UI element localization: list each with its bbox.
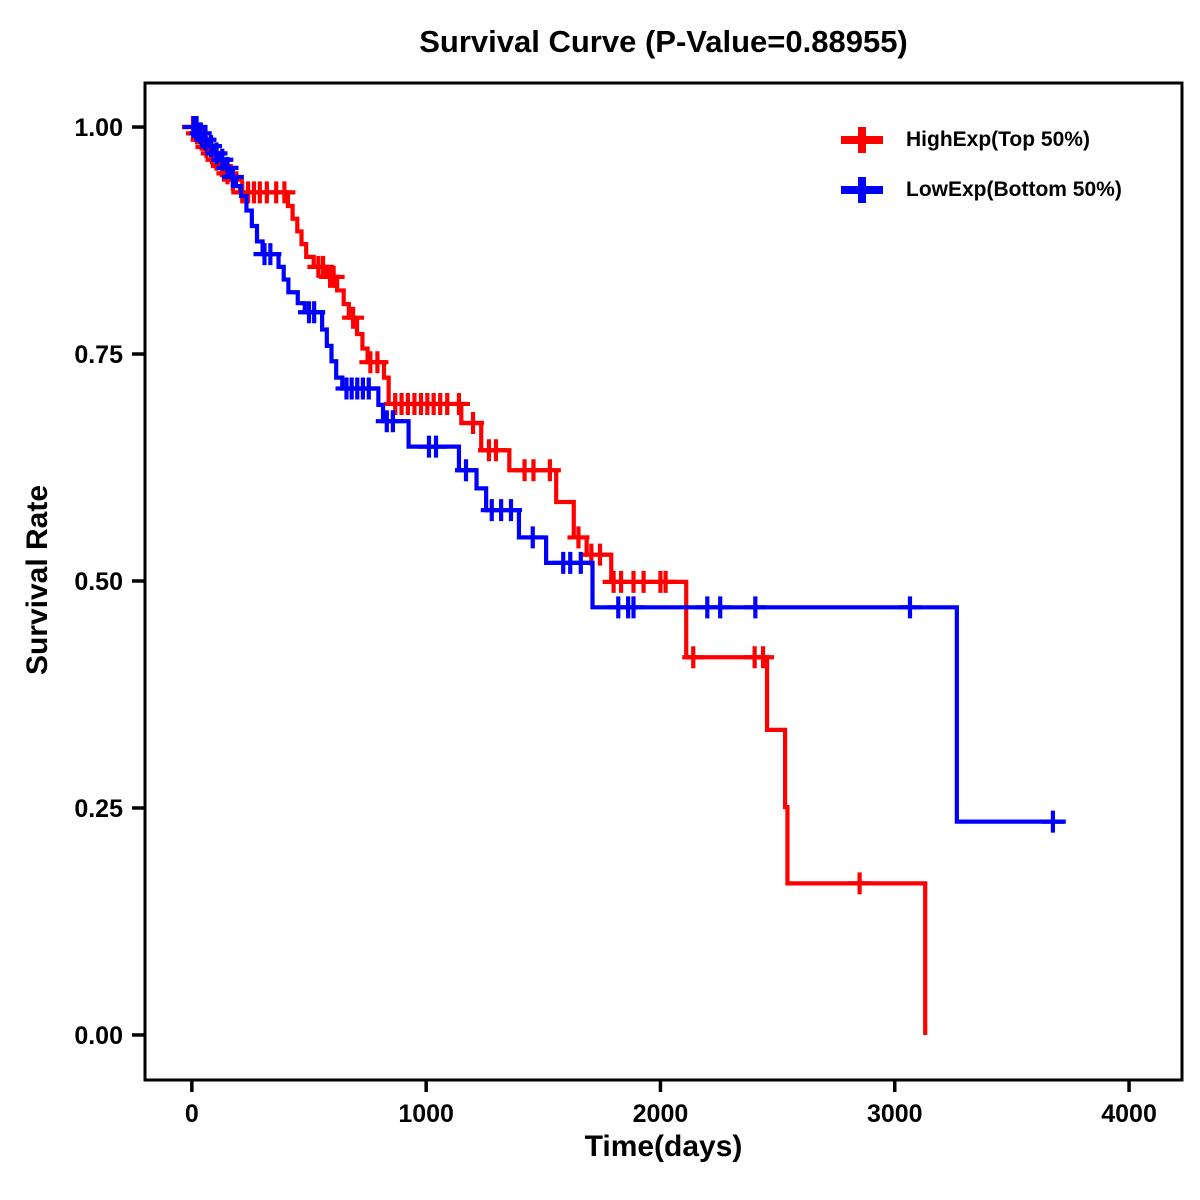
x-tick-label: 3000	[867, 1100, 923, 1128]
high-exp-survival-curve	[191, 124, 928, 1035]
y-tick-label: 0.50	[74, 568, 123, 596]
chart-title: Survival Curve (P-Value=0.88955)	[419, 24, 908, 59]
y-tick-label: 0.00	[74, 1022, 123, 1050]
x-tick-label: 0	[185, 1100, 199, 1128]
y-tick-label: 0.25	[74, 795, 123, 823]
low-exp-censor-marks	[182, 116, 1064, 833]
legend-item-high-exp: HighExp(Top 50%)	[838, 115, 1122, 165]
y-tick-label: 0.75	[74, 341, 123, 369]
y-tick-label: 1.00	[74, 114, 123, 142]
high-exp-censor-marks	[182, 116, 871, 895]
legend-label-high-exp: HighExp(Top 50%)	[906, 128, 1090, 151]
legend-label-low-exp: LowExp(Bottom 50%)	[906, 178, 1122, 201]
x-axis-label: Time(days)	[584, 1130, 743, 1163]
x-tick-label: 4000	[1101, 1100, 1157, 1128]
x-tick-label: 2000	[633, 1100, 689, 1128]
x-tick-label: 1000	[398, 1100, 454, 1128]
legend-plus-marker-high-exp	[841, 127, 883, 153]
legend: HighExp(Top 50%) LowExp(Bottom 50%)	[838, 115, 1122, 215]
legend-plus-marker-low-exp	[841, 177, 883, 203]
low-exp-survival-curve	[191, 124, 1066, 824]
legend-item-low-exp: LowExp(Bottom 50%)	[838, 165, 1122, 215]
